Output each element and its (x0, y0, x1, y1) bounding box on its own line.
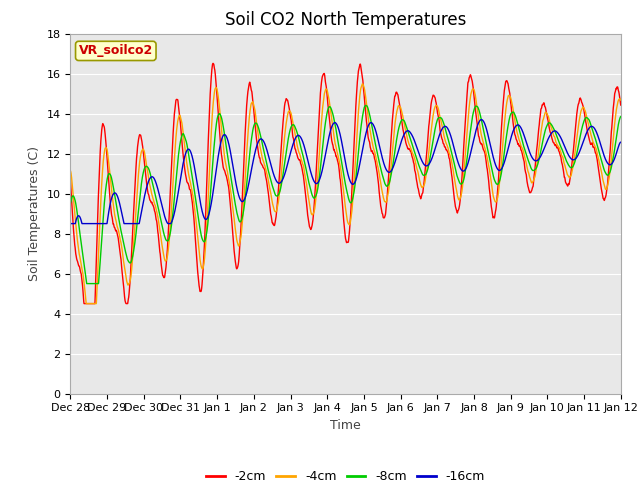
Line: -4cm: -4cm (70, 84, 621, 303)
Y-axis label: Soil Temperatures (C): Soil Temperatures (C) (28, 146, 41, 281)
-2cm (166, 209, 173, 215)
-2cm (500, 88, 508, 94)
-16cm (477, 117, 485, 122)
-8cm (469, 111, 477, 117)
-8cm (439, 118, 447, 123)
-4cm (616, 96, 624, 102)
Line: -16cm: -16cm (70, 120, 621, 224)
-8cm (500, 149, 508, 155)
-2cm (67, 178, 74, 184)
-2cm (80, 300, 88, 306)
-4cm (83, 300, 90, 306)
-2cm (439, 138, 447, 144)
-4cm (67, 168, 74, 174)
-16cm (616, 140, 624, 145)
Text: VR_soilco2: VR_soilco2 (79, 44, 153, 58)
-16cm (166, 221, 173, 227)
-16cm (438, 126, 446, 132)
-8cm (67, 201, 74, 206)
-4cm (439, 125, 447, 131)
-4cm (617, 97, 625, 103)
-4cm (469, 86, 477, 92)
-2cm (469, 84, 477, 90)
Legend: -2cm, -4cm, -8cm, -16cm: -2cm, -4cm, -8cm, -16cm (201, 465, 490, 480)
Line: -2cm: -2cm (70, 63, 621, 303)
-4cm (500, 122, 508, 128)
-2cm (209, 60, 217, 66)
X-axis label: Time: Time (330, 419, 361, 432)
-8cm (617, 114, 625, 120)
-8cm (83, 281, 90, 287)
-16cm (617, 139, 625, 145)
-16cm (469, 141, 477, 146)
Title: Soil CO2 North Temperatures: Soil CO2 North Temperatures (225, 11, 467, 29)
-2cm (325, 114, 333, 120)
-4cm (325, 97, 333, 103)
-16cm (67, 221, 74, 227)
-16cm (500, 160, 508, 166)
-8cm (616, 114, 624, 120)
-2cm (616, 99, 624, 105)
Line: -8cm: -8cm (70, 106, 621, 284)
-8cm (166, 234, 173, 240)
-4cm (358, 81, 366, 87)
-16cm (325, 134, 333, 140)
-2cm (617, 102, 625, 108)
-8cm (325, 104, 333, 110)
-4cm (166, 236, 173, 241)
-8cm (362, 103, 370, 108)
